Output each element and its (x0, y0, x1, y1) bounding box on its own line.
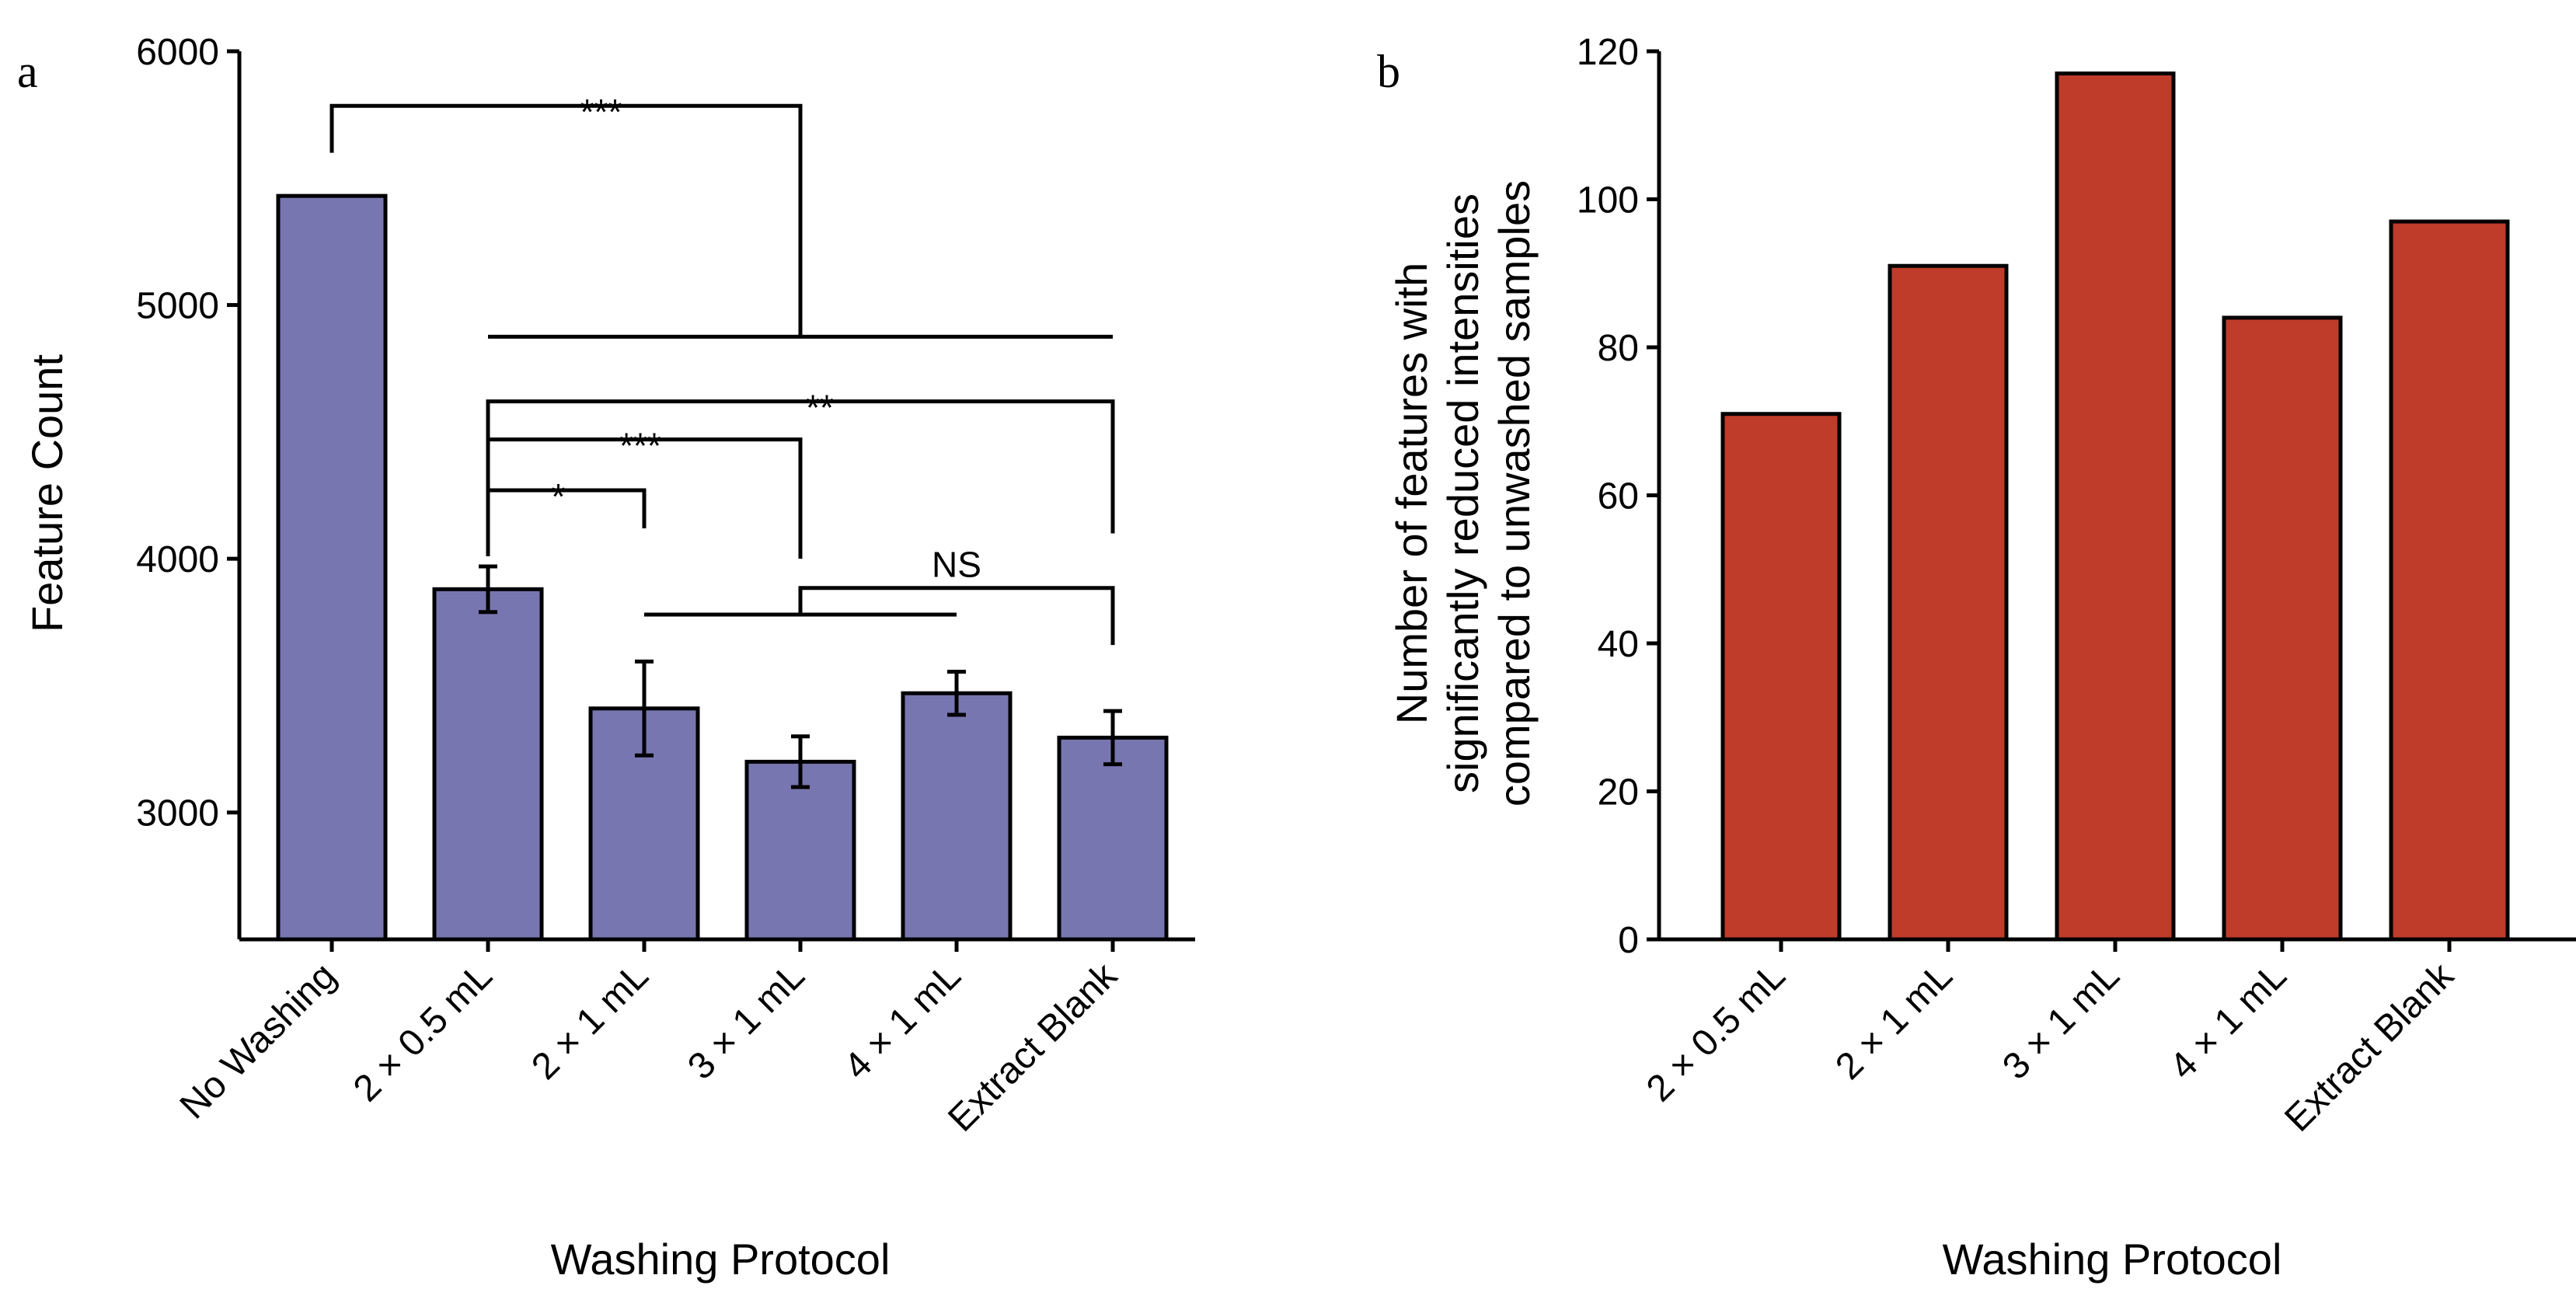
panel-a-x-axis-title: Washing Protocol (551, 1235, 891, 1284)
a-y-tick-label: 5000 (136, 286, 219, 327)
b-y-tick-label: 120 (1577, 32, 1639, 73)
panel-a-significance-bracket-4 (486, 399, 1115, 556)
panel-a-x-ticks: No Washing 2 × 0.5 mL 2 × 1 mL 3 × 1 mL 4 × … (173, 939, 1125, 1140)
panel-a-significance-label-4: ** (806, 388, 834, 428)
panel-a-label: a (17, 46, 38, 97)
b-bar-3-1-ml (2055, 71, 2176, 942)
panel-a-y-ticks: 3000 4000 5000 6000 (136, 32, 239, 834)
b-x-tick-label-3-1-ml: 3 × 1 mL (1995, 955, 2127, 1087)
b-y-tick-label: 100 (1577, 180, 1639, 221)
panel-a-significance-bracket-3 (488, 437, 803, 559)
b-x-tick-label-extract-blank: Extract Blank (2277, 955, 2462, 1140)
a-bar-4-1-ml (901, 691, 1013, 942)
b-bar-2-0-5-ml (1720, 412, 1842, 942)
b-x-tick-label-2-1-ml: 2 × 1 mL (1828, 955, 1960, 1087)
a-error-bar-2-1-ml (635, 659, 654, 758)
panel-b-x-axis-title: Washing Protocol (1943, 1235, 2282, 1284)
a-y-tick-label: 3000 (136, 793, 219, 834)
a-bar-extract-blank (1057, 735, 1169, 942)
b-y-tick-label: 20 (1598, 772, 1639, 813)
panel-b-y-axis-title-line-1: Number of features with (1387, 263, 1436, 724)
panel-a-significance-bracket-5 (644, 586, 1115, 646)
panel-b-chart: b Number of features with significantly … (1377, 32, 2576, 1284)
a-error-bar-extract-blank (1103, 709, 1122, 767)
b-bar-2-1-ml (1888, 263, 2009, 942)
a-bar-2-0-5-ml (432, 587, 544, 942)
b-bar-extract-blank (2389, 219, 2510, 942)
panel-b-y-axis-title-line-2: significantly reduced intensities (1438, 193, 1487, 793)
panel-a-significance-label-1: *** (580, 92, 622, 132)
panel-a-axes (237, 51, 1195, 942)
panel-a-chart: a Feature Count Washing Protocol *******… (17, 32, 1195, 1284)
panel-a-bars (276, 193, 1169, 942)
b-y-tick-label: 60 (1598, 476, 1639, 517)
a-x-tick-label-2-0-5-ml: 2 × 0.5 mL (346, 955, 500, 1110)
a-x-tick-label-extract-blank: Extract Blank (940, 955, 1125, 1140)
b-bar-4-1-ml (2222, 315, 2343, 942)
a-error-bar-3-1-ml (791, 734, 810, 789)
panel-b-y-ticks: 0 20 40 60 80 100 120 (1577, 32, 1659, 961)
panel-a-significance-label-2: * (552, 476, 566, 517)
b-y-tick-label: 40 (1598, 624, 1639, 665)
a-error-bar-4-1-ml (947, 669, 966, 717)
panel-b-bars (1720, 71, 2510, 942)
panel-b-label: b (1377, 46, 1400, 97)
a-x-tick-label-2-1-ml: 2 × 1 mL (524, 955, 656, 1087)
panel-a-significance-label-5: NS (932, 545, 981, 585)
a-x-tick-label-no-washing: No Washing (173, 955, 344, 1127)
panel-a-significance-bracket-1 (329, 103, 1113, 339)
a-y-tick-label: 4000 (136, 539, 219, 580)
panel-a-significance: *********NS (329, 92, 1115, 646)
b-x-tick-label-4-1-ml: 4 × 1 mL (2162, 955, 2294, 1087)
b-y-tick-label: 0 (1618, 920, 1639, 961)
a-x-tick-label-4-1-ml: 4 × 1 mL (836, 955, 968, 1087)
a-x-tick-label-3-1-ml: 3 × 1 mL (680, 955, 812, 1087)
panel-a-significance-label-3: *** (619, 426, 661, 466)
a-bar-3-1-ml (744, 759, 856, 942)
panel-a-error-bars (479, 564, 1122, 789)
panel-b-y-axis-title-line-3: compared to unwashed samples (1490, 180, 1539, 807)
panel-a-y-axis-title: Feature Count (23, 354, 71, 632)
a-bar-no-washing (276, 193, 388, 942)
a-error-bar-2-0-5-ml (479, 564, 497, 615)
panel-b-x-ticks: 2 × 0.5 mL 2 × 1 mL 3 × 1 mL 4 × 1 mLExtrac… (1639, 939, 2462, 1140)
b-x-tick-label-2-0-5-ml: 2 × 0.5 mL (1639, 955, 1793, 1110)
b-y-tick-label: 80 (1598, 328, 1639, 369)
panel-a-significance-bracket-2 (488, 488, 647, 528)
a-y-tick-label: 6000 (136, 32, 219, 73)
